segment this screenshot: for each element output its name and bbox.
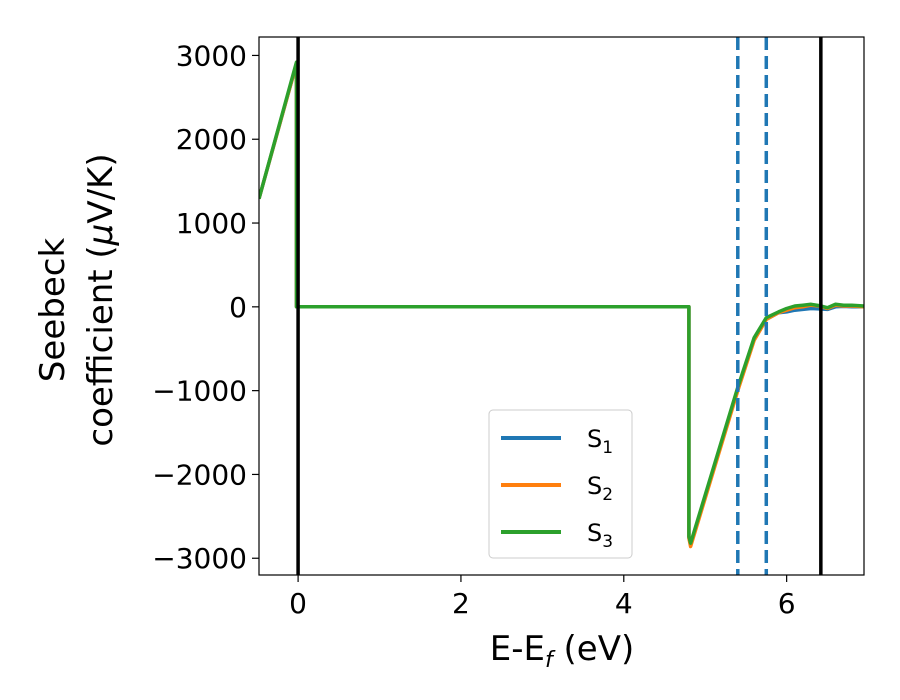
y-tick-label-6: −3000 [152, 542, 247, 575]
x-tick-label-1: 2 [452, 587, 470, 620]
x-axis-label: E-Ef (eV) [490, 629, 635, 673]
y-tick-label-2: 1000 [176, 207, 247, 240]
series-line-S3 [259, 60, 864, 545]
y-tick-label-4: −1000 [152, 375, 247, 408]
tick-layer: 0 2 4 6 3000 2000 1000 0 −1000 −2000 −3000 [152, 39, 795, 620]
y-tick-label-5: −2000 [152, 458, 247, 491]
legend-label-S1: S1 [587, 425, 613, 458]
vline-layer [296, 37, 823, 575]
x-tick-label-3: 6 [778, 587, 796, 620]
legend: S1 S2 S3 [488, 409, 633, 559]
y-tick-label-0: 3000 [176, 39, 247, 72]
y-tick-label-3: 0 [229, 291, 247, 324]
plot-frame [258, 36, 865, 576]
series-layer [259, 60, 864, 549]
legend-label-S2: S2 [587, 472, 613, 505]
y-tick-label-1: 2000 [176, 123, 247, 156]
y-axis-label-line1: Seebeck [33, 238, 73, 383]
x-tick-label-0: 0 [289, 587, 307, 620]
legend-label-S3: S3 [587, 519, 613, 552]
x-tick-label-2: 4 [615, 587, 633, 620]
y-axis-label-line2: coefficient (μV/K) [81, 153, 121, 446]
